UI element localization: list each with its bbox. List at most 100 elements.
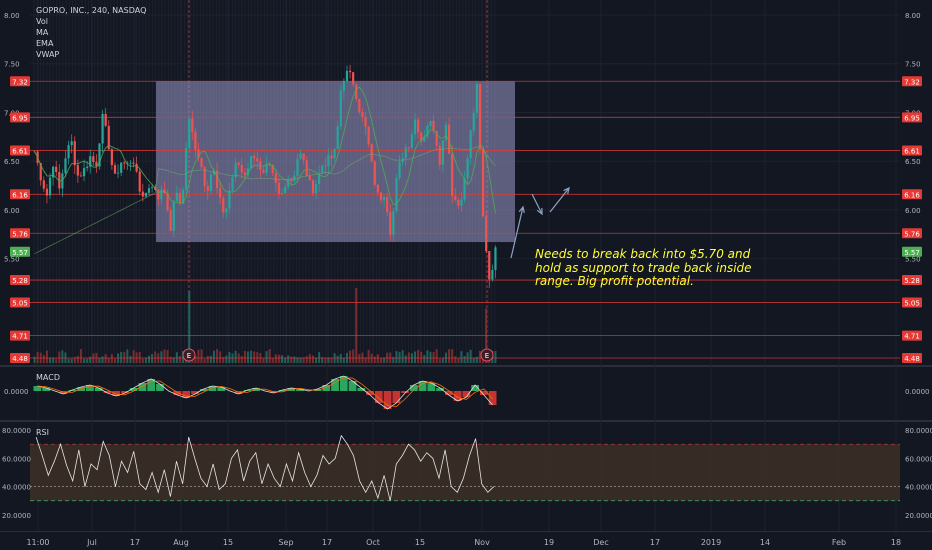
volume-bar [364, 357, 367, 363]
candle-body [370, 144, 373, 162]
volume-bar [448, 349, 451, 363]
macd-histogram-bar [331, 379, 339, 391]
candle-body [287, 179, 290, 187]
volume-bar [404, 355, 407, 363]
macd-label[interactable]: MACD [36, 373, 60, 382]
volume-bar [315, 357, 318, 363]
volume-bar [141, 358, 144, 363]
x-tick-label: 17 [130, 538, 140, 547]
arrow-head [563, 186, 570, 195]
candle-body [135, 163, 138, 172]
candle-body [120, 162, 123, 173]
macd-histogram-bar [208, 386, 217, 391]
x-tick-label: 17 [322, 538, 332, 547]
level-badge-left [10, 297, 30, 308]
ema-line [34, 146, 496, 255]
candle-body [342, 81, 345, 91]
rsi-y-tick-left: 20.0000 [2, 512, 31, 520]
candle-body [138, 171, 141, 192]
level-badge-right-text: 6.61 [904, 147, 920, 155]
candle-body [237, 162, 240, 165]
candle-body [231, 177, 234, 191]
candle-body [48, 177, 52, 196]
arrow-head [536, 207, 543, 216]
rsi-y-tick-left: 60.0000 [2, 455, 31, 463]
x-tick-label: 17 [650, 538, 660, 547]
macd-histogram-bar [479, 391, 488, 395]
candle-body [361, 112, 364, 117]
volume-bar [126, 349, 129, 363]
volume-bar [478, 351, 481, 363]
rsi-y-tick-right: 60.0000 [905, 455, 932, 463]
volume-bar [398, 351, 401, 363]
x-tick-label: 2019 [701, 538, 721, 547]
macd-histogram-bar [296, 389, 304, 391]
candle-body [82, 168, 86, 177]
macd-signal-line [37, 377, 493, 408]
level-badge-left [10, 353, 30, 363]
candle-body [200, 158, 203, 168]
rsi-y-tick-right: 40.0000 [905, 484, 932, 492]
candle-body [382, 196, 386, 201]
candle-body [324, 165, 327, 167]
level-badge-right [902, 275, 922, 286]
y-tick-left: 7.50 [4, 61, 20, 69]
pane-divider [0, 420, 932, 422]
candle-body [457, 199, 460, 206]
candle-body [206, 185, 209, 192]
candle-body [268, 164, 271, 165]
candle-body [225, 208, 228, 213]
candle-body [352, 72, 355, 85]
legend-ema[interactable]: EMA [36, 39, 54, 48]
candle-body [463, 178, 466, 200]
volume-bar [144, 357, 147, 363]
last-price-right-text: 5.57 [904, 249, 920, 257]
volume-bar [395, 351, 398, 363]
candle-body [379, 192, 383, 201]
macd-histogram-bar [278, 390, 287, 391]
ma-line [34, 86, 496, 214]
volume-bar [296, 357, 299, 363]
legend-vwap[interactable]: VWAP [36, 50, 60, 59]
level-badge-right [902, 145, 922, 156]
volume-bar [42, 355, 45, 363]
macd-histogram-bar [383, 391, 392, 409]
candle-body [494, 247, 497, 270]
price-badges: 7.32 7.32 6.95 6.95 6.61 6.61 6.16 6.16 5.76 5.76… [10, 76, 922, 363]
rsi-label[interactable]: RSI [36, 428, 49, 437]
candle-body [432, 120, 435, 131]
candle-body [466, 158, 469, 179]
level-badge-right-text: 6.95 [904, 114, 920, 122]
volume-bar [234, 350, 237, 363]
candle-body [454, 196, 457, 200]
x-tick-label: 14 [760, 538, 770, 547]
volume-bar [299, 357, 302, 363]
macd-histogram-bar [488, 391, 497, 405]
volume-bar [123, 352, 126, 363]
candle-body [160, 189, 163, 200]
candle-body [172, 201, 175, 231]
volume-bar [380, 358, 382, 363]
earnings-marker [480, 348, 494, 362]
macd-histogram-bar [42, 388, 51, 391]
volume-bar [45, 350, 48, 363]
level-badge-left-text: 5.76 [12, 230, 28, 238]
x-tick-label: Dec [593, 538, 608, 547]
legend-vol[interactable]: Vol [36, 17, 48, 26]
volume-bar [376, 354, 379, 363]
volume-bar [383, 357, 386, 363]
candle-body [447, 124, 451, 154]
candle-body [404, 147, 407, 159]
x-tick-label: 19 [544, 538, 554, 547]
volume-bar [469, 349, 472, 363]
candle-body [305, 160, 308, 176]
candle-body [219, 188, 222, 198]
candle-body [113, 165, 117, 174]
x-tick-label: Oct [366, 538, 380, 547]
rsi-y-tick-right: 80.0000 [905, 427, 932, 435]
macd-histogram-bar [357, 388, 366, 391]
level-badge-right [902, 112, 922, 123]
legend-ma[interactable]: MA [36, 28, 49, 37]
level-badge-left [10, 275, 30, 286]
